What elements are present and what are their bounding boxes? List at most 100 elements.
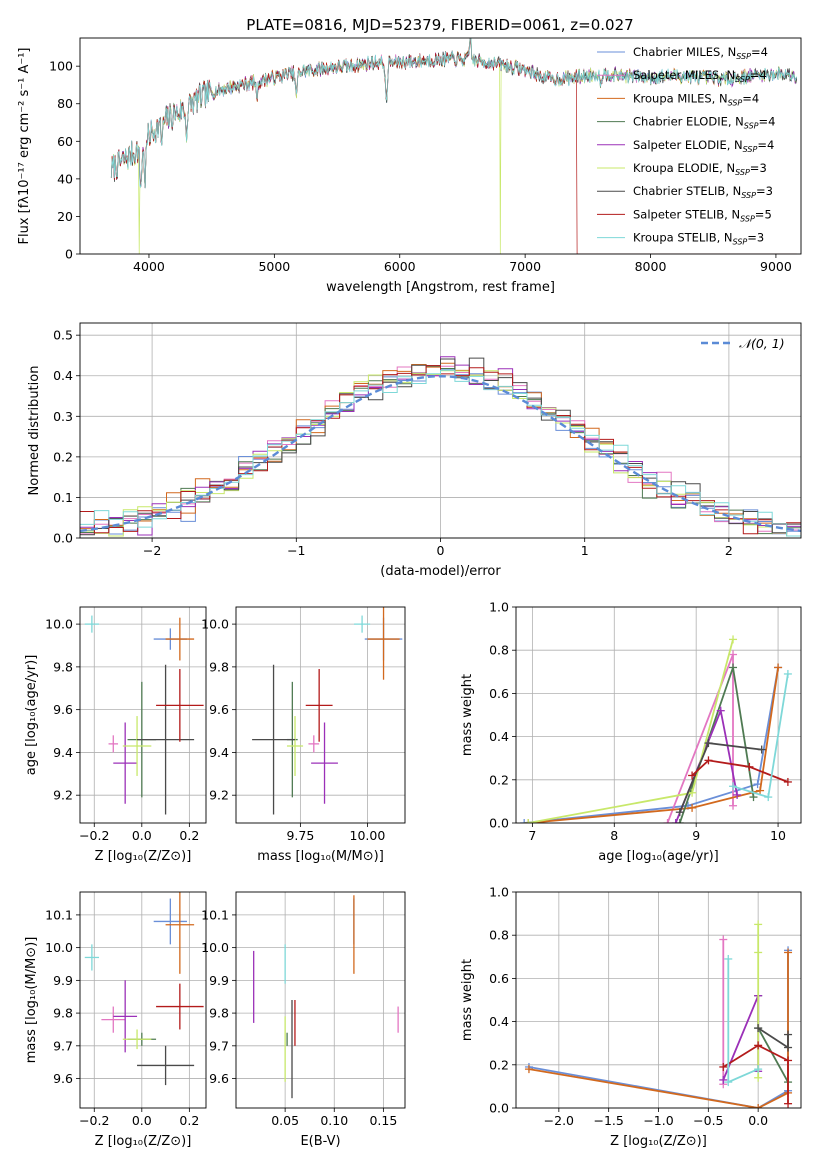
y-tick-label: 0.2 (489, 772, 509, 787)
errorbar-kroupa-stelib (354, 615, 371, 633)
y-tick-label: 0.0 (489, 1101, 509, 1116)
weight-marker (784, 1099, 793, 1108)
legend-nssp-subscript: SSP (744, 122, 759, 131)
y-tick-label: 0.8 (489, 643, 509, 658)
weight-marker (663, 819, 672, 823)
weight-marker (783, 669, 792, 678)
plot-area (84, 892, 204, 1086)
weight-marker (704, 739, 713, 748)
x-tick-label: 2 (725, 543, 733, 558)
legend-nssp-value: 4 (759, 68, 766, 82)
x-tick-label: 0.0 (748, 1113, 768, 1128)
figure-title: PLATE=0816, MJD=52379, FIBERID=0061, z=0… (246, 16, 633, 34)
y-tick-label: 0.6 (489, 971, 509, 986)
x-tick-label: 9000 (760, 259, 792, 274)
legend-nssp-subscript: SSP (736, 52, 751, 61)
y-tick-label: 0.2 (489, 1057, 509, 1072)
legend-nssp-eq: = (756, 184, 766, 198)
axes: −0.2 0.0 0.2 9.2 9.4 9.6 9.8 10.0 Z [log₁₀(Z/Z⊙)… (24, 606, 207, 864)
x-tick-label: 0.2 (179, 1113, 199, 1128)
legend-nssp-subscript: SSP (728, 98, 743, 107)
x-tick-label: 7 (528, 828, 536, 843)
errorbar-kroupa-miles (367, 607, 400, 680)
y-tick-label: 9.2 (209, 788, 229, 803)
axes-frame (79, 606, 207, 824)
grid (236, 892, 405, 1108)
weight-marker (754, 1024, 763, 1033)
y-tick-label: 10.0 (45, 940, 73, 955)
legend-name: Kroupa MILES (633, 91, 712, 105)
legend-nssp-eq: = (759, 115, 769, 129)
x-tick-label: 0.0 (132, 1113, 152, 1128)
weight-marker (719, 935, 728, 944)
chart-massweight-vs-age: 7 8 9 10 0.0 0.2 0.4 0.6 0.8 1.0 age [log₁₀(age/yr… (460, 600, 802, 864)
y-tick-label: 80 (57, 96, 73, 111)
weight-line-chabrier-miles (524, 667, 779, 823)
y-tick-label: 9.8 (209, 659, 229, 674)
weight-marker (754, 948, 763, 957)
legend-entry: Chabrier MILES, NSSP=4 (633, 45, 768, 61)
grid (80, 892, 206, 1108)
x-axis-label: Z [log₁₀(Z/Z⊙)] (95, 849, 192, 864)
y-tick-label: 10.0 (201, 940, 229, 955)
legend-nssp-subscript: SSP (733, 238, 748, 247)
weight-marker (774, 663, 783, 672)
errorbar-chabrier-stelib (137, 664, 195, 815)
legend-nssp-eq: = (750, 68, 760, 82)
legend-entry: Salpeter STELIB, NSSP=5 (633, 207, 772, 223)
x-tick-label: 0.0 (132, 828, 152, 843)
weight-marker (524, 819, 533, 823)
y-axis-label: mass [log₁₀(M/M⊙)] (24, 937, 39, 1064)
legend-nssp-eq: = (751, 45, 761, 59)
x-axis-label: age [log₁₀(age/yr)] (598, 849, 719, 864)
weight-marker (719, 1075, 728, 1084)
chart-age-vs-mass: 9.75 10.00 9.2 9.4 9.6 9.8 10.0 mass [log₁₀(M/M… (201, 606, 406, 864)
legend-nssp-eq: = (742, 91, 752, 105)
x-axis-label: E(B-V) (300, 1134, 340, 1149)
weight-line-kroupa-miles (528, 952, 789, 1108)
axes: −2.0 −1.5 −1.0 −0.5 0.0 0.0 0.2 0.4 0.6 0.8 1.0 Z [… (460, 885, 802, 1149)
legend-nssp-prefix: , N (727, 138, 743, 152)
legend-nssp-value: 3 (759, 161, 766, 175)
x-tick-label: 10 (770, 828, 786, 843)
errorbar-chabrier-miles (153, 898, 187, 945)
x-tick-label: 9 (692, 828, 700, 843)
y-tick-label: 9.9 (209, 973, 229, 988)
errorbar-salpeter-stelib (305, 669, 333, 742)
errorbar-kroupa-miles (165, 892, 195, 974)
errorbar-salpeter-stelib (156, 983, 204, 1030)
axes-frame (515, 606, 802, 824)
x-tick-label: −2.0 (544, 1113, 574, 1128)
x-tick-label: 0.15 (369, 1113, 397, 1128)
legend-name: Kroupa ELODIE (633, 161, 719, 175)
plot-area (253, 895, 399, 1099)
legend-name: Salpeter STELIB (633, 207, 724, 221)
weight-line-kroupa-stelib (727, 959, 759, 1084)
x-tick-label: 0 (437, 543, 445, 558)
histogram-kroupa-stelib (80, 369, 801, 537)
weight-marker (754, 1065, 763, 1074)
weight-marker (749, 793, 758, 802)
weight-marker (724, 954, 733, 963)
x-tick-label: −1 (287, 543, 305, 558)
y-tick-label: 0.5 (53, 328, 73, 343)
weight-marker (784, 1043, 793, 1052)
y-tick-label: 1.0 (489, 600, 509, 615)
x-axis-label: Z [log₁₀(Z/Z⊙)] (610, 1134, 707, 1149)
weight-marker (524, 1065, 533, 1074)
legend-name: Salpeter MILES (633, 68, 719, 82)
legend-nssp-eq: = (747, 231, 757, 245)
x-axis-label: mass [log₁₀(M/M⊙)] (257, 849, 384, 864)
axes: 0.05 0.10 0.15 9.6 9.7 9.8 9.9 10.0 10.1 E(B-V) (201, 891, 406, 1149)
x-tick-label: 10.00 (350, 828, 386, 843)
y-tick-label: 9.7 (209, 1038, 229, 1053)
weight-marker (733, 790, 742, 799)
plot-area (80, 356, 801, 537)
axes-frame (79, 322, 802, 539)
axes: −0.2 0.0 0.2 9.6 9.7 9.8 9.9 10.0 10.1 Z [log₁₀(Z… (24, 891, 207, 1149)
spectrum-line-kroupa-stelib (110, 38, 798, 189)
x-tick-label: 6000 (384, 259, 416, 274)
weight-marker (688, 803, 697, 812)
legend-nssp-value: 4 (761, 45, 768, 59)
